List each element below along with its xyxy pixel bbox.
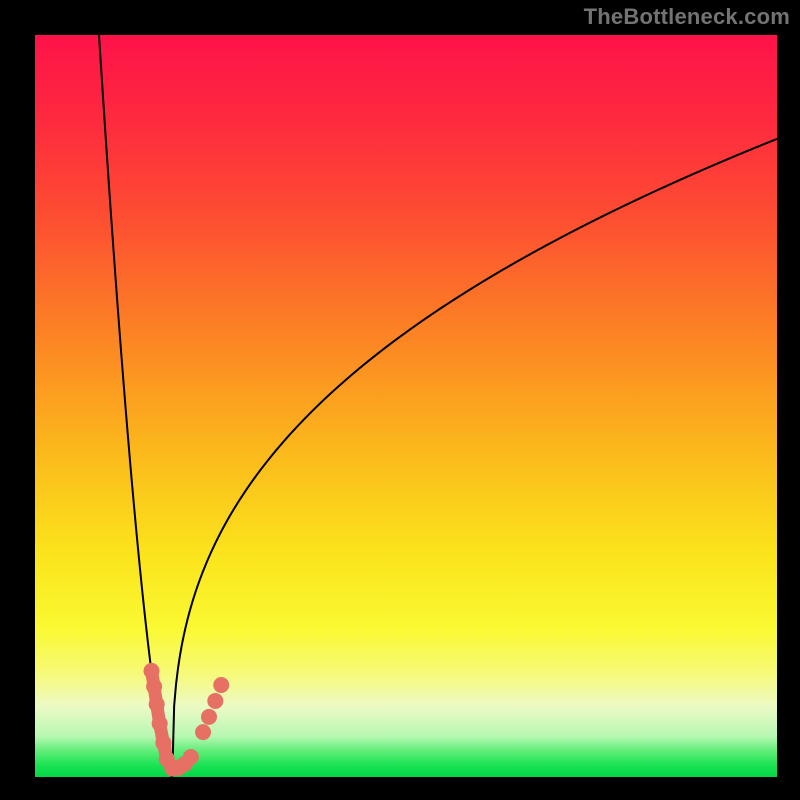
chart-root: TheBottleneck.com xyxy=(0,0,800,800)
data-dot xyxy=(213,677,229,693)
data-dot xyxy=(183,749,199,765)
data-dot xyxy=(155,735,171,751)
data-dot xyxy=(143,663,159,679)
data-dot xyxy=(195,724,211,740)
data-dot xyxy=(146,678,162,694)
bottleneck-chart xyxy=(0,0,800,800)
data-dot xyxy=(207,693,223,709)
data-dot xyxy=(149,696,165,712)
data-dot xyxy=(201,709,217,725)
data-dot xyxy=(152,716,168,732)
watermark-label: TheBottleneck.com xyxy=(584,4,790,30)
